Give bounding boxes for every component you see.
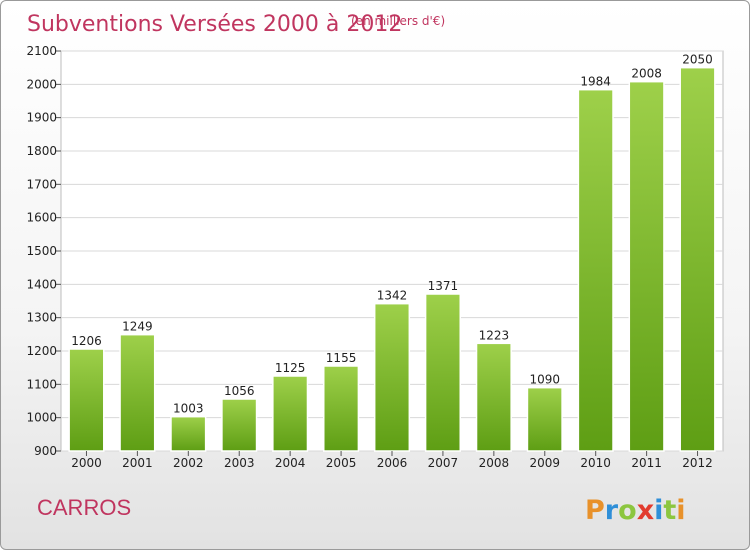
bar-2010 <box>577 88 614 452</box>
x-tick-label-2009: 2009 <box>529 456 560 470</box>
chart-subtitle: (en milliers d'€) <box>351 14 445 28</box>
data-label-2012: 2050 <box>682 53 713 67</box>
x-axis-ticks: 2000 2001 2002 2003 2004 2005 2006 2007 2008 2009… <box>71 451 713 470</box>
x-tick-label-2001: 2001 <box>122 456 153 470</box>
bar-2004 <box>272 375 309 452</box>
y-tick-label: 1900 <box>26 111 57 125</box>
y-tick-label: 900 <box>34 444 57 458</box>
data-label-2006: 1342 <box>377 289 408 303</box>
bar-2002 <box>170 415 207 452</box>
x-tick-label-2010: 2010 <box>580 456 611 470</box>
x-tick-label-2004: 2004 <box>275 456 306 470</box>
bar-2001 <box>119 333 156 452</box>
y-tick-label: 1100 <box>26 377 57 391</box>
data-label-2002: 1003 <box>173 402 204 416</box>
data-label-2004: 1125 <box>275 361 306 375</box>
data-label-2000: 1206 <box>71 334 102 348</box>
y-tick-label: 1800 <box>26 144 57 158</box>
bar-2005 <box>323 365 360 452</box>
y-tick-label: 2000 <box>26 77 57 91</box>
x-tick-label-2011: 2011 <box>631 456 662 470</box>
y-tick-label: 2100 <box>26 44 57 58</box>
x-tick-label-2005: 2005 <box>326 456 357 470</box>
y-tick-label: 1000 <box>26 411 57 425</box>
commune-name: CARROS <box>37 495 131 520</box>
data-label-2003: 1056 <box>224 384 255 398</box>
data-label-2011: 2008 <box>631 67 662 81</box>
data-label-2007: 1371 <box>428 279 459 293</box>
chart-title: Subventions Versées 2000 à 2012 <box>27 12 402 37</box>
y-tick-label: 1300 <box>26 311 57 325</box>
y-tick-label: 1500 <box>26 244 57 258</box>
bar-2012 <box>679 66 716 452</box>
bar-2006 <box>373 302 411 452</box>
bars: 1206 1249 1003 1056 1125 1155 1342 1371 1223 1090… <box>68 53 716 452</box>
data-label-2008: 1223 <box>479 328 510 342</box>
y-tick-label: 1600 <box>26 211 57 225</box>
y-tick-label: 1200 <box>26 344 57 358</box>
x-tick-label-2000: 2000 <box>71 456 102 470</box>
y-axis-ticks: 900 1000 1100 1200 1300 1400 1500 1600 1700 1800 1… <box>26 44 61 458</box>
bar-2009 <box>526 386 563 452</box>
x-tick-label-2002: 2002 <box>173 456 204 470</box>
data-label-2001: 1249 <box>122 320 153 334</box>
x-tick-label-2006: 2006 <box>377 456 408 470</box>
x-tick-label-2003: 2003 <box>224 456 255 470</box>
data-label-2009: 1090 <box>529 373 560 387</box>
x-tick-label-2007: 2007 <box>428 456 459 470</box>
x-tick-label-2008: 2008 <box>479 456 510 470</box>
data-label-2010: 1984 <box>580 75 611 89</box>
y-tick-label: 1400 <box>26 277 57 291</box>
bar-2011 <box>628 80 665 452</box>
bar-2007 <box>424 293 461 452</box>
x-tick-label-2012: 2012 <box>682 456 713 470</box>
data-label-2005: 1155 <box>326 351 357 365</box>
bar-2008 <box>475 342 512 452</box>
y-tick-label: 1700 <box>26 177 57 191</box>
bar-2000 <box>68 348 105 452</box>
proxiti-logo: Proxiti <box>585 495 686 526</box>
bar-2003 <box>221 398 258 452</box>
